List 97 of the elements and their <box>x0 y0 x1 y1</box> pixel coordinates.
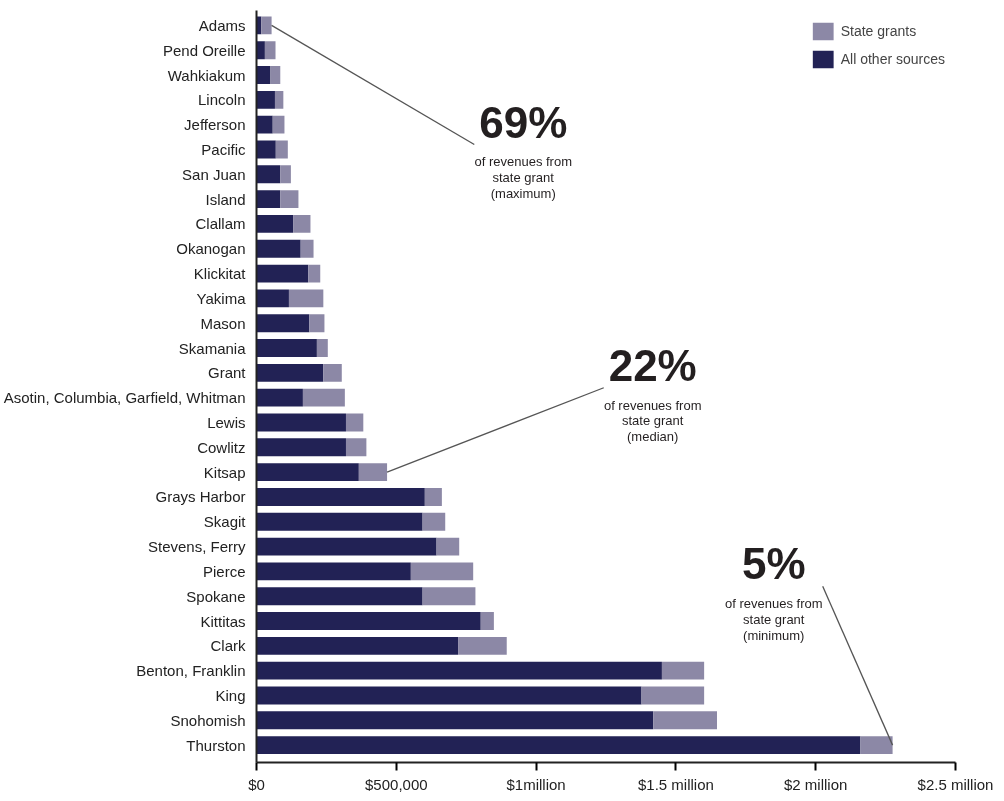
bar <box>256 512 423 531</box>
bar <box>256 413 346 432</box>
bar <box>256 488 425 506</box>
bar <box>653 711 717 730</box>
bar <box>309 314 325 333</box>
bar <box>275 140 288 159</box>
bar <box>256 463 359 482</box>
bar <box>345 438 367 457</box>
bar <box>256 363 324 382</box>
bar <box>256 636 459 655</box>
y-tick-label: Klickitat <box>193 265 247 283</box>
bar <box>280 165 291 184</box>
y-tick-label: Pend Oreille <box>162 41 246 59</box>
bar <box>256 215 294 233</box>
bar <box>264 41 276 60</box>
x-tick-label: $2.5 million <box>917 775 994 793</box>
y-tick-label: Clallam <box>195 215 246 233</box>
bar <box>261 16 272 35</box>
x-tick-label: $500,000 <box>365 775 428 793</box>
bar <box>300 239 314 258</box>
y-tick-label: Lewis <box>207 413 246 431</box>
bar <box>256 165 281 184</box>
y-tick-label: Clark <box>210 637 246 655</box>
bar <box>272 115 285 134</box>
bar <box>436 537 460 556</box>
y-tick-label: King <box>215 686 246 704</box>
bar <box>256 388 303 407</box>
bar <box>256 711 654 730</box>
bar <box>256 686 642 705</box>
bar <box>256 537 437 556</box>
y-tick-label: Okanogan <box>176 240 246 258</box>
bar <box>358 463 388 482</box>
y-tick-label: Adams <box>198 16 246 34</box>
y-tick-label: Asotin, Columbia, Garfield, Whitman <box>3 389 246 407</box>
annotation: 22% of revenues from state grant (median) <box>603 340 702 445</box>
y-tick-label: Thurston <box>186 736 246 754</box>
bar <box>256 115 273 134</box>
y-tick-label: Grant <box>207 364 247 382</box>
y-tick-label: Jefferson <box>184 116 246 134</box>
bar <box>256 239 301 258</box>
bar <box>422 512 446 531</box>
annotation: 69% of revenues from state grant (maximum) <box>474 97 573 201</box>
legend-label: State grants <box>840 23 917 39</box>
y-tick-label: Pacific <box>201 140 246 158</box>
bar <box>288 289 324 308</box>
bar <box>256 661 662 680</box>
bar <box>860 736 893 755</box>
y-tick-label: Skamania <box>178 339 247 357</box>
y-tick-label: Kitsap <box>203 463 246 481</box>
bar <box>641 686 705 705</box>
y-tick-label: San Juan <box>182 165 246 183</box>
bar <box>661 661 705 680</box>
bar <box>280 190 299 209</box>
bar <box>256 612 481 630</box>
legend-label: All other sources <box>840 51 945 67</box>
bar <box>316 339 328 357</box>
bar <box>256 339 317 357</box>
bar <box>256 289 289 308</box>
y-tick-label: Stevens, Ferry <box>147 538 246 556</box>
y-tick-label: Cowlitz <box>197 438 246 456</box>
bar <box>302 388 345 407</box>
bar <box>424 488 442 506</box>
bar <box>410 562 474 581</box>
bar <box>422 587 476 606</box>
bar <box>308 264 321 283</box>
y-tick-label: Snohomish <box>170 711 246 729</box>
y-tick-label: Spokane <box>186 587 246 605</box>
bar <box>345 413 364 432</box>
bar <box>458 636 507 655</box>
y-tick-label: Mason <box>200 314 246 332</box>
y-tick-label: Benton, Franklin <box>136 662 246 680</box>
bar <box>274 90 284 109</box>
bar <box>256 438 346 457</box>
bar <box>480 612 494 630</box>
y-tick-label: Pierce <box>202 562 246 580</box>
bar <box>293 215 311 233</box>
bar <box>256 562 411 581</box>
bar <box>256 264 309 283</box>
y-tick-label: Grays Harbor <box>155 488 246 506</box>
x-tick-label: $1million <box>506 775 566 793</box>
y-tick-label: Island <box>205 190 246 208</box>
y-tick-label: Wahkiakum <box>167 66 246 84</box>
y-tick-label: Kittitas <box>200 612 246 630</box>
x-tick-label: $0 <box>248 775 265 793</box>
bar <box>256 90 275 109</box>
bar <box>256 736 861 755</box>
annotation: 5% of revenues from state grant (minimum) <box>724 539 823 643</box>
y-tick-label: Lincoln <box>197 91 246 109</box>
bar <box>256 314 310 333</box>
x-tick-label: $1.5 million <box>637 775 714 793</box>
y-tick-label: Yakima <box>196 289 247 307</box>
bar <box>323 363 342 382</box>
y-tick-label: Skagit <box>203 513 247 531</box>
bar <box>256 587 423 606</box>
bar <box>256 190 281 209</box>
x-tick-label: $2 million <box>784 775 848 793</box>
bar <box>270 66 281 84</box>
